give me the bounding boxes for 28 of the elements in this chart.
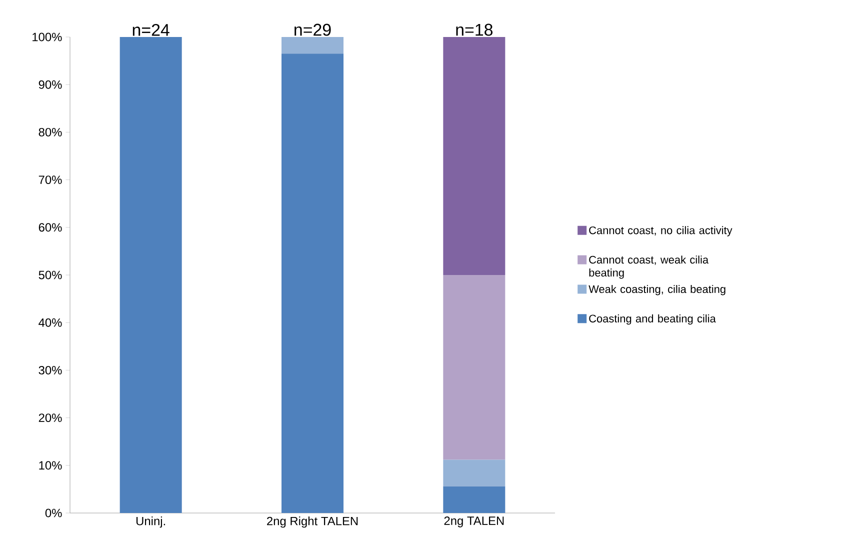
bar <box>443 274 506 460</box>
legend-label: Cannot coast, no cilia activity <box>589 226 732 236</box>
bar <box>282 54 344 513</box>
y-tick-label: 100% <box>32 32 62 42</box>
y-tick-label: 60% <box>38 223 62 232</box>
y-tick-label: 0% <box>45 508 62 518</box>
x-tick-label: Uninj. <box>136 516 166 528</box>
legend-label: Cannot coast, weak cilia beating <box>589 256 709 279</box>
x-tick-label: 2ng Right TALEN <box>267 516 358 528</box>
annotation: n=18 <box>456 24 493 36</box>
y-tick-label: 90% <box>38 80 62 89</box>
y-tick-label: 80% <box>38 128 62 136</box>
y-tick-label: 20% <box>38 414 62 422</box>
annotation: n=24 <box>132 24 170 36</box>
y-tick-label: 30% <box>38 366 62 374</box>
bar <box>282 36 344 54</box>
bar <box>443 36 506 275</box>
legend-label: Weak coasting, cilia beating <box>588 284 726 296</box>
bar <box>443 486 506 513</box>
bar <box>120 36 182 513</box>
bar <box>443 460 506 486</box>
legend-label: Coasting and beating cilia <box>589 314 716 325</box>
y-tick-label: 50% <box>38 270 62 280</box>
y-tick-label: 70% <box>38 176 62 184</box>
annotation: n=29 <box>294 24 331 36</box>
y-tick-label: 40% <box>38 318 62 327</box>
x-tick-label: 2ng TALEN <box>444 516 504 528</box>
y-tick-label: 10% <box>39 461 62 470</box>
